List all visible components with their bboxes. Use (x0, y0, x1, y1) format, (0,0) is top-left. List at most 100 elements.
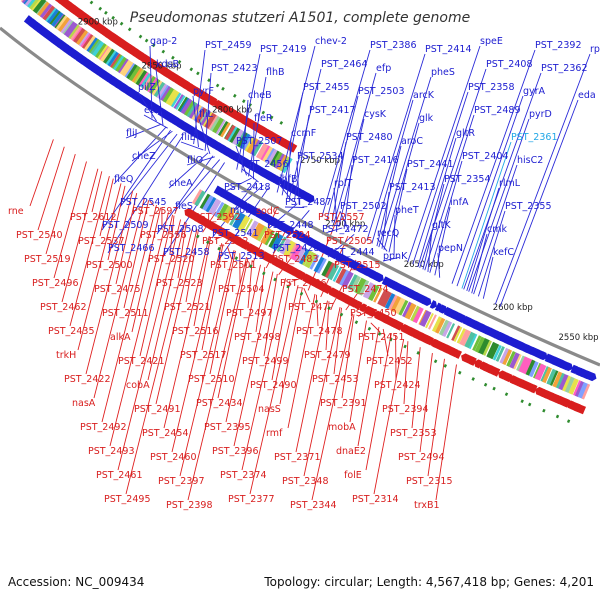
forward-gene-feature (514, 340, 527, 351)
gene-label-forward: PST_2413 (389, 182, 436, 193)
cog-block-feature (459, 329, 472, 347)
cog-block-feature (412, 306, 424, 324)
gene-label-forward: PST_2418 (224, 182, 271, 193)
leader-line-top (429, 160, 463, 273)
leader-line-bottom (101, 204, 157, 423)
gene-label-forward: PST_2541 (212, 228, 259, 239)
gene-label-forward: PST_2392 (535, 40, 582, 51)
leader-line-bottom (341, 314, 355, 399)
cog-block-feature (205, 197, 217, 213)
cog-block-feature (279, 156, 291, 172)
gene-label-reverse: PST_2597 (132, 206, 179, 217)
leader-line-top (168, 152, 209, 189)
cog-block-feature (151, 80, 164, 96)
leader-line-top (235, 145, 248, 176)
leader-line-top (236, 53, 261, 170)
forward-gene-feature (269, 216, 281, 228)
gene-label-reverse: PST_2395 (204, 422, 251, 433)
gene-label-reverse: PST_2421 (118, 356, 165, 367)
leader-line-bottom (93, 197, 145, 399)
cog-block-feature (558, 373, 570, 391)
cog-block-feature (499, 347, 510, 364)
cog-block-feature (223, 207, 236, 224)
cog-block-feature (95, 43, 108, 59)
cog-block-feature (410, 305, 422, 322)
leader-line-bottom (349, 320, 367, 423)
cog-block-feature (574, 380, 585, 398)
leader-line-bottom (403, 341, 409, 405)
cog-block-feature (220, 122, 231, 138)
cog-block-feature (316, 258, 327, 274)
reverse-gene-feature (561, 398, 571, 408)
leader-line-top (248, 76, 267, 177)
cog-block-feature (213, 201, 225, 218)
gc-tick-feature (119, 21, 124, 26)
gene-label-forward: efp (376, 63, 391, 74)
gene-label-reverse: PST_2492 (80, 422, 127, 433)
gene-label-forward: ccmF (291, 128, 316, 139)
gene-label-forward: cheB (248, 90, 272, 101)
gene-label-forward: ppnK (383, 251, 408, 262)
cog-block-feature (142, 74, 155, 91)
leader-line-top (393, 214, 396, 255)
gc-tick-feature (377, 332, 382, 336)
leader-line-top (382, 256, 400, 262)
cog-block-feature (177, 96, 189, 112)
gene-label-reverse: PST_2348 (282, 476, 329, 487)
leader-line-bottom (279, 287, 303, 405)
cog-block-feature (180, 98, 194, 115)
kbp-label-outer: 2900 kbp (78, 18, 118, 28)
gc-tick-feature (242, 99, 246, 104)
reverse-gene-feature (54, 0, 66, 5)
gc-tick-feature (138, 34, 143, 39)
cog-block-feature (37, 1, 51, 18)
gene-label-forward: rplT (334, 178, 353, 189)
leader-line-top (463, 72, 542, 290)
gene-label-forward: PST_2358 (468, 82, 515, 93)
gc-tick-feature (504, 392, 509, 397)
cog-block-feature (78, 32, 91, 47)
gene-label-forward: pheS (431, 67, 455, 78)
cog-block-feature (446, 323, 456, 339)
cog-block-feature (42, 5, 57, 22)
gc-tick-feature (299, 291, 304, 296)
leader-line-top (494, 53, 591, 305)
cog-block-feature (335, 267, 349, 285)
gene-label-forward: PST_2508 (157, 224, 204, 235)
cog-block-feature (453, 326, 463, 342)
gene-label-reverse: PST_2524 (264, 230, 311, 241)
topology-summary: Topology: circular; Length: 4,567,418 bp… (263, 575, 594, 589)
leader-line-bottom (303, 288, 311, 303)
cog-block-feature (237, 215, 251, 232)
leader-line-top (434, 206, 451, 276)
cog-block-feature (32, 0, 46, 13)
cog-block-feature (568, 378, 579, 395)
gene-label-reverse: PST_2435 (48, 326, 95, 337)
gene-label-reverse: folE (344, 470, 362, 481)
gene-label-forward: PST_2534 (297, 151, 344, 162)
cog-block-feature (425, 312, 434, 329)
cog-block-feature (282, 157, 293, 174)
leader-line-bottom (333, 307, 342, 375)
cog-block-feature (103, 48, 116, 65)
gene-label-reverse: PST_2460 (150, 452, 197, 463)
gc-tick-feature (151, 43, 156, 48)
leader-line-top (276, 45, 316, 193)
leader-line-bottom (77, 183, 122, 351)
reverse-gene-feature (256, 249, 265, 259)
gene-label-forward: chev-2 (315, 36, 347, 47)
gene-label-forward: PST_2386 (370, 40, 417, 51)
leader-line-bottom (85, 190, 134, 375)
gene-label-reverse: PST_2314 (352, 494, 399, 505)
gene-label-forward: PST_2456 (242, 159, 289, 170)
gene-label-reverse: PST_2556 (140, 230, 187, 241)
gene-label-reverse: PST_2479 (304, 350, 351, 361)
cog-block-feature (341, 271, 354, 288)
cog-block-feature (428, 314, 437, 330)
gene-label-reverse: PST_2396 (212, 446, 259, 457)
gene-label-forward: PST_2423 (211, 63, 258, 74)
cog-block-feature (229, 127, 241, 144)
leader-line-bottom (271, 280, 291, 381)
cog-block-feature (45, 7, 58, 23)
forward-gene-feature (438, 304, 448, 314)
